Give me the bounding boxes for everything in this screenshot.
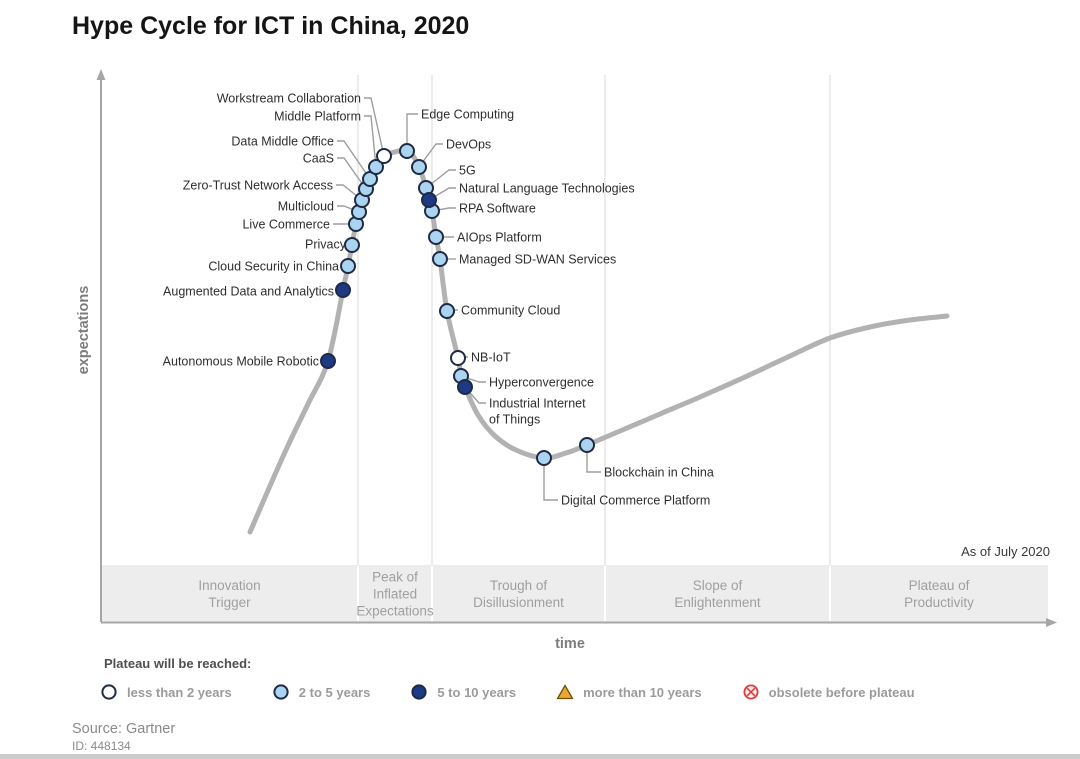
leader-5g <box>425 169 456 189</box>
label-5g: 5G <box>459 164 476 178</box>
phase-label-innovation-trigger: Innovation Trigger <box>198 578 260 610</box>
legend-title: Plateau will be reached: <box>104 656 252 671</box>
legend-item-obsolete-before-plateau: obsolete before plateau <box>742 683 915 701</box>
phase-band <box>101 565 1048 622</box>
phase-label-peak-of-inflated-expectations: Peak of Inflated Expectations <box>356 570 434 619</box>
open-marker-icon <box>101 684 117 700</box>
source-id: ID: 448134 <box>72 739 131 753</box>
label-digital-commerce-platform: Digital Commerce Platform <box>561 494 710 508</box>
point-nb-iot <box>450 350 466 366</box>
point-autonomous-mobile-robotic <box>320 353 336 369</box>
bottom-divider <box>0 754 1080 759</box>
point-edge-computing <box>399 143 415 159</box>
label-data-middle-office: Data Middle Office <box>231 135 334 149</box>
label-blockchain-in-china: Blockchain in China <box>604 466 714 480</box>
label-managed-sd-wan-services: Managed SD-WAN Services <box>459 253 616 267</box>
point-augmented-data-and-analytics <box>335 282 351 298</box>
label-middle-platform: Middle Platform <box>274 110 361 124</box>
legend: less than 2 years 2 to 5 years 5 to 10 yea… <box>100 683 915 701</box>
label-rpa-software: RPA Software <box>459 202 536 216</box>
phase-label-plateau-of-productivity: Plateau of Productivity <box>904 578 974 610</box>
label-privacy: Privacy <box>305 238 347 252</box>
legend-item-label: more than 10 years <box>583 684 702 700</box>
point-community-cloud <box>439 303 455 319</box>
label-nb-iot: NB-IoT <box>471 351 511 365</box>
label-multicloud: Multicloud <box>278 200 334 214</box>
leader-workstream-collaboration <box>364 97 385 157</box>
label-live-commerce: Live Commerce <box>242 218 330 232</box>
label-hyperconvergence: Hyperconvergence <box>489 376 594 390</box>
source-text: Source: Gartner <box>72 721 176 737</box>
label-edge-computing: Edge Computing <box>421 108 514 122</box>
source-block: Source: Gartner ID: 448134 <box>72 721 175 753</box>
point-digital-commerce-platform <box>536 450 552 466</box>
x-axis-title: time <box>555 636 585 652</box>
label-natural-language-technologies: Natural Language Technologies <box>459 182 635 196</box>
legend-item-label: 5 to 10 years <box>437 684 517 700</box>
point-natural-language-technologies <box>421 192 437 208</box>
point-blockchain-in-china <box>579 437 595 453</box>
legend-item-more-than-10-years: more than 10 years <box>556 683 702 701</box>
phase-label-trough-of-disillusionment: Trough of Disillusionment <box>473 578 564 610</box>
y-axis-arrow <box>96 69 106 80</box>
label-industrial-internet-of-things: Industrial Internet of Things <box>489 397 586 427</box>
label-augmented-data-and-analytics: Augmented Data and Analytics <box>163 285 334 299</box>
legend-item-label: less than 2 years <box>127 684 232 700</box>
legend-item-5-to-10-years: 5 to 10 years <box>410 683 516 701</box>
label-autonomous-mobile-robotic: Autonomous Mobile Robotic <box>163 355 319 369</box>
point-managed-sd-wan-services <box>432 251 448 267</box>
label-zero-trust-network-access: Zero-Trust Network Access <box>183 179 333 193</box>
point-middle-platform <box>368 159 384 175</box>
label-workstream-collaboration: Workstream Collaboration <box>217 92 361 106</box>
legend-item-label: 2 to 5 years <box>298 684 371 700</box>
phase-label-slope-of-enlightenment: Slope of Enlightenment <box>674 578 761 610</box>
label-aiops-platform: AIOps Platform <box>457 231 542 245</box>
label-devops: DevOps <box>446 138 491 152</box>
leader-blockchain-in-china <box>586 445 601 473</box>
as-of-date: As of July 2020 <box>961 544 1050 559</box>
label-community-cloud: Community Cloud <box>461 304 560 318</box>
leader-middle-platform <box>364 115 377 168</box>
leader-data-middle-office <box>337 140 371 180</box>
point-devops <box>411 159 427 175</box>
dark-marker-icon <box>411 684 427 700</box>
y-axis-title: expectations <box>76 286 92 375</box>
legend-item-less-than-2-years: less than 2 years <box>100 683 232 701</box>
leader-devops <box>418 143 443 168</box>
label-caas: CaaS <box>303 152 334 166</box>
triangle-marker-icon <box>556 684 574 700</box>
label-cloud-security-in-china: Cloud Security in China <box>208 260 339 274</box>
point-cloud-security-in-china <box>340 258 356 274</box>
leader-digital-commerce-platform <box>543 458 558 501</box>
legend-item-2-to-5-years: 2 to 5 years <box>272 683 371 701</box>
x-axis-arrow <box>1046 618 1057 627</box>
point-workstream-collaboration <box>376 148 392 164</box>
point-industrial-internet-of-things <box>457 379 473 395</box>
point-aiops-platform <box>428 229 444 245</box>
leader-edge-computing <box>406 113 418 151</box>
leader-caas <box>337 157 367 190</box>
light-marker-icon <box>273 684 289 700</box>
leader-zero-trust-network-access <box>336 184 363 201</box>
page-title: Hype Cycle for ICT in China, 2020 <box>72 12 470 40</box>
legend-item-label: obsolete before plateau <box>768 684 915 700</box>
obsolete-marker-icon <box>743 684 759 700</box>
point-privacy <box>344 237 360 253</box>
